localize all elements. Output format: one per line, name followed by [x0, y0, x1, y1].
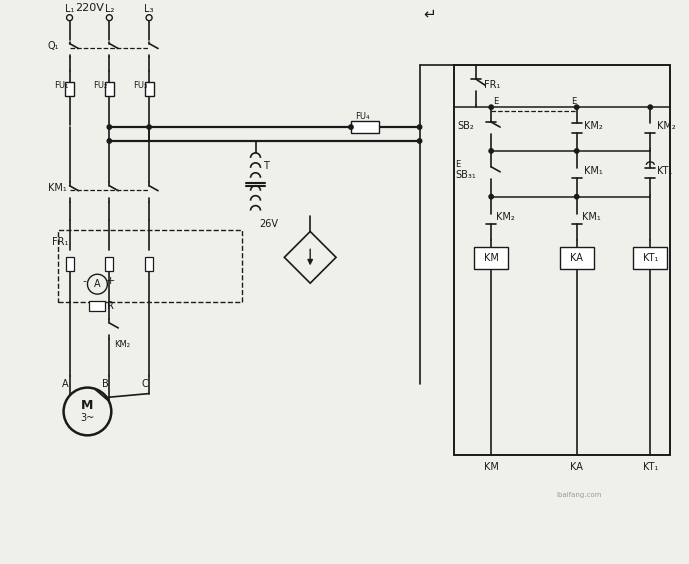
- Bar: [58, 231, 242, 302]
- Circle shape: [575, 149, 579, 153]
- Circle shape: [489, 149, 493, 153]
- Text: KM₁: KM₁: [584, 166, 602, 176]
- Text: SB₃₁: SB₃₁: [455, 170, 476, 180]
- Bar: [65, 82, 74, 96]
- Text: 3~: 3~: [81, 413, 94, 424]
- Bar: [351, 121, 379, 133]
- Text: R: R: [107, 301, 114, 311]
- Text: KM₁: KM₁: [48, 183, 66, 193]
- Text: FU₁: FU₁: [54, 81, 68, 90]
- Text: A: A: [62, 378, 69, 389]
- Circle shape: [489, 105, 493, 109]
- Text: ↵: ↵: [423, 6, 436, 21]
- Text: FU₂: FU₂: [94, 81, 107, 90]
- Text: A: A: [94, 279, 101, 289]
- Text: L₂: L₂: [105, 4, 114, 14]
- Text: KM₂: KM₂: [496, 212, 515, 222]
- Circle shape: [107, 125, 112, 129]
- Circle shape: [107, 139, 112, 143]
- Bar: [559, 248, 594, 269]
- Text: Q₁: Q₁: [48, 41, 59, 51]
- Bar: [633, 248, 667, 269]
- Text: KT₁: KT₁: [643, 253, 658, 263]
- Bar: [474, 248, 508, 269]
- Bar: [145, 82, 154, 96]
- Text: KM₁: KM₁: [582, 212, 600, 222]
- Circle shape: [418, 139, 422, 143]
- Text: L₃: L₃: [145, 4, 154, 14]
- Bar: [145, 257, 153, 271]
- Text: KT₁: KT₁: [643, 462, 658, 472]
- Text: KA: KA: [570, 462, 583, 472]
- Text: ibaifang.com: ibaifang.com: [556, 492, 601, 498]
- Text: 220V: 220V: [75, 3, 104, 13]
- Text: E: E: [570, 96, 576, 105]
- Text: FR₁: FR₁: [52, 237, 68, 248]
- Text: T: T: [263, 161, 269, 171]
- Text: KM: KM: [484, 462, 499, 472]
- Bar: [65, 257, 74, 271]
- Text: KA: KA: [570, 253, 583, 263]
- Bar: [105, 82, 114, 96]
- Circle shape: [147, 125, 152, 129]
- Text: B: B: [102, 378, 109, 389]
- Text: E: E: [493, 96, 498, 105]
- Circle shape: [648, 105, 652, 109]
- Text: L₁: L₁: [65, 4, 74, 14]
- Text: 26V: 26V: [260, 218, 278, 228]
- Text: KM₂: KM₂: [114, 340, 130, 349]
- Text: C: C: [142, 378, 149, 389]
- Text: -: -: [83, 276, 86, 286]
- Text: SB₂: SB₂: [457, 121, 474, 131]
- Text: KM₂: KM₂: [584, 121, 602, 131]
- Bar: [90, 301, 105, 311]
- Text: FU₄: FU₄: [355, 112, 369, 121]
- Text: FR₁: FR₁: [484, 80, 501, 90]
- Text: FU₃: FU₃: [133, 81, 147, 90]
- Text: M: M: [81, 399, 94, 412]
- Text: +: +: [105, 276, 115, 286]
- Circle shape: [349, 125, 353, 129]
- Circle shape: [575, 105, 579, 109]
- Circle shape: [418, 125, 422, 129]
- Circle shape: [489, 195, 493, 199]
- Text: KT₁: KT₁: [657, 166, 672, 176]
- Text: E: E: [455, 160, 461, 169]
- Circle shape: [575, 195, 579, 199]
- Text: KM₂: KM₂: [657, 121, 676, 131]
- Text: KM: KM: [484, 253, 499, 263]
- Bar: [105, 257, 113, 271]
